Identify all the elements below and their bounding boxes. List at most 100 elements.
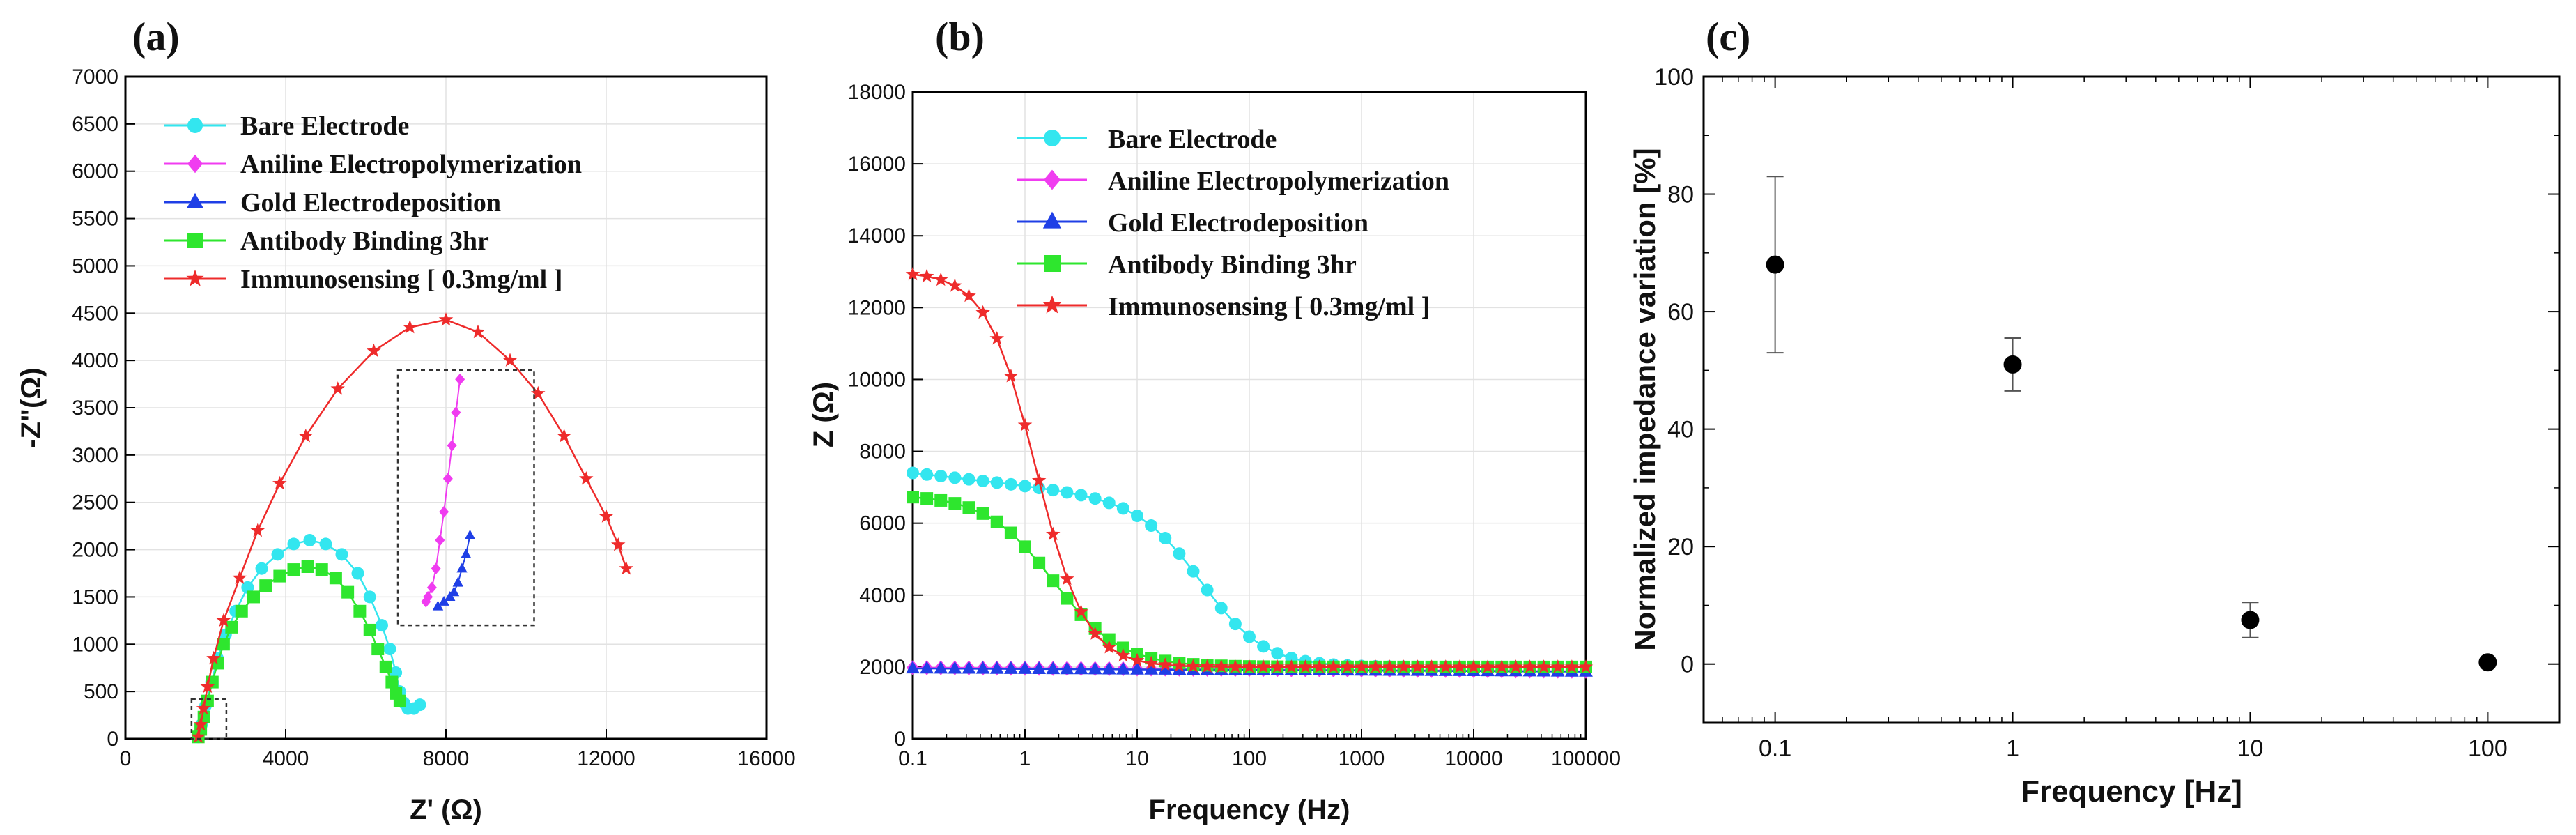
data-point	[1004, 526, 1017, 539]
legend-marker	[187, 118, 203, 133]
data-point	[235, 604, 248, 618]
legend-label: Gold Electrodeposition	[240, 188, 501, 217]
data-point	[920, 468, 934, 481]
data-point	[1312, 659, 1327, 673]
data-point	[1187, 565, 1200, 578]
data-point	[1158, 661, 1173, 675]
data-point	[1004, 477, 1017, 491]
data-point	[611, 537, 626, 551]
data-point	[1088, 661, 1102, 675]
data-point	[920, 492, 934, 505]
data-point	[1340, 659, 1355, 673]
x-tick-label: 1000	[1339, 747, 1385, 770]
data-point	[367, 343, 381, 358]
panel-a-label: (a)	[132, 14, 180, 59]
data-point	[1047, 574, 1060, 588]
data-point	[1003, 369, 1019, 383]
data-point	[1116, 661, 1130, 675]
legend-marker	[1044, 255, 1061, 272]
data-point	[1033, 556, 1046, 569]
data-point	[948, 278, 962, 292]
data-point	[962, 501, 975, 514]
data-point	[975, 661, 990, 674]
panel-c-ylabel: Normalized impedance variation [%]	[1628, 148, 1661, 650]
data-point	[1102, 496, 1116, 510]
data-point	[1173, 547, 1186, 560]
data-point	[934, 272, 948, 286]
data-point	[1032, 661, 1047, 675]
data-point	[1088, 492, 1102, 505]
data-point	[619, 560, 633, 575]
panel-c-xlabel: Frequency [Hz]	[2021, 774, 2242, 809]
panel-c-label: (c)	[1706, 14, 1750, 59]
data-point	[432, 600, 444, 611]
data-point	[200, 679, 215, 694]
y-tick-label: 2000	[72, 539, 118, 562]
data-point	[2478, 653, 2497, 672]
y-tick-label: 16000	[848, 153, 906, 176]
data-point	[225, 620, 238, 634]
data-point	[273, 569, 286, 583]
data-point	[1396, 659, 1411, 673]
data-point	[1438, 659, 1453, 673]
data-point	[1019, 540, 1031, 553]
y-tick-label: 10000	[848, 368, 906, 391]
panel-a-ylabel: -Z"(Ω)	[16, 367, 47, 447]
data-point	[1061, 592, 1074, 605]
data-point	[934, 470, 948, 483]
data-point	[1018, 661, 1032, 674]
panel-b: (b) 0.1 1 10 100 1000 10000 100000 0 2000 4000 600…	[808, 14, 1621, 825]
y-tick-label: 12000	[848, 296, 906, 319]
inset-box	[396, 369, 535, 627]
data-point	[330, 381, 345, 395]
data-point	[1214, 602, 1228, 615]
data-point	[2241, 611, 2260, 629]
panel-a: (a) 0 4000 8000 12000 16000 0 500 1000 1500 2000 2…	[16, 14, 796, 825]
data-point	[383, 643, 396, 656]
data-point	[426, 581, 437, 594]
data-point	[948, 497, 962, 510]
legend-marker	[1042, 211, 1062, 229]
data-point	[259, 579, 272, 592]
data-point	[315, 563, 328, 576]
data-point	[2003, 355, 2022, 374]
data-point	[907, 466, 919, 480]
legend-marker	[187, 233, 203, 248]
data-point	[363, 623, 376, 636]
data-point	[962, 661, 976, 674]
data-point	[1228, 618, 1242, 631]
y-tick-label: 80	[1667, 182, 1694, 208]
data-point	[1019, 480, 1031, 493]
data-point	[363, 590, 376, 604]
series-line	[425, 379, 461, 602]
panel-b-ylabel: Z (Ω)	[808, 382, 839, 447]
data-point	[976, 507, 989, 520]
data-point	[448, 586, 460, 597]
x-tick-label: 8000	[423, 747, 470, 770]
y-tick-label: 7000	[72, 66, 118, 89]
panel-c-frame	[1702, 75, 2561, 724]
data-point	[1480, 659, 1495, 673]
data-point	[1158, 657, 1173, 671]
data-point	[1200, 659, 1214, 673]
data-point	[455, 373, 465, 385]
data-point	[1116, 502, 1129, 515]
y-tick-label: 500	[84, 680, 118, 703]
data-point	[371, 643, 385, 656]
data-point	[1466, 659, 1481, 673]
data-point	[438, 595, 449, 606]
x-tick-label: 10	[1125, 747, 1148, 770]
data-point	[1424, 659, 1439, 673]
legend-label: Bare Electrode	[1108, 125, 1277, 154]
data-point	[464, 529, 476, 539]
data-point	[1061, 486, 1074, 499]
data-point	[232, 570, 247, 584]
panel-b-label: (b)	[935, 14, 985, 59]
data-point	[1003, 661, 1018, 674]
data-point	[962, 473, 975, 486]
data-point	[1242, 659, 1257, 673]
legend-label: Gold Electrodeposition	[1108, 208, 1368, 238]
data-point	[329, 572, 342, 585]
y-tick-label: 18000	[848, 81, 906, 104]
data-point	[1495, 659, 1509, 673]
